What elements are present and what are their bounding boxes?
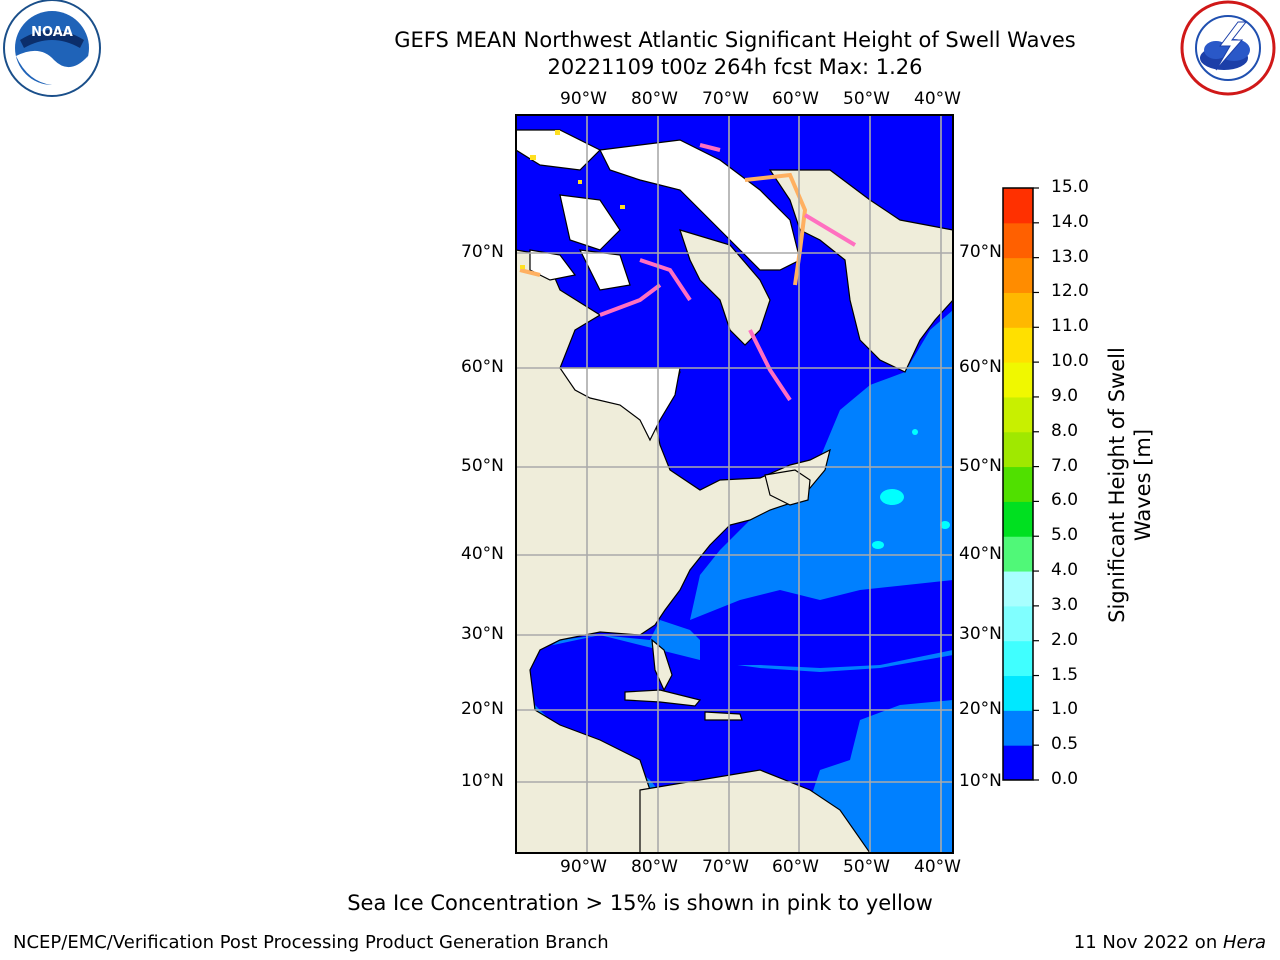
colorbar-label-line-2: Waves [m] <box>1131 428 1155 542</box>
colorbar-segment-10 <box>1003 396 1033 433</box>
colorbar-label-line-1: Significant Height of Swell <box>1105 347 1129 623</box>
colorbar-segment-8 <box>1003 466 1033 502</box>
lat-label-right-50n: 50°N <box>959 456 1002 476</box>
lon-label-bottom-40w: 40°W <box>914 857 961 877</box>
lat-label-right-20n: 20°N <box>959 699 1002 719</box>
colorbar-tick-label-6: 4.0 <box>1051 560 1079 581</box>
colorbar-segment-7 <box>1003 501 1033 537</box>
colorbar-segments <box>1003 188 1033 781</box>
lat-label-right-40n: 40°N <box>959 544 1002 564</box>
colorbar-tick-label-7: 5.0 <box>1051 525 1079 546</box>
colorbar-segment-13 <box>1003 292 1033 328</box>
lon-label-bottom-70w: 70°W <box>702 857 749 877</box>
colorbar-segment-1 <box>1003 710 1033 746</box>
noaa-logo: NOAA <box>3 0 101 97</box>
colorbar-segment-4 <box>1003 605 1033 642</box>
colorbar-segment-9 <box>1003 431 1033 468</box>
lat-label-right-30n: 30°N <box>959 624 1002 644</box>
noaa-logo-text: NOAA <box>31 25 73 40</box>
map-frame <box>515 114 954 854</box>
lat-label-left-10n: 10°N <box>461 771 504 791</box>
lat-label-right-60n: 60°N <box>959 357 1002 377</box>
sea-ice-caption: Sea Ice Concentration > 15% is shown in … <box>347 891 933 915</box>
colorbar-segment-12 <box>1003 327 1033 363</box>
colorbar-tick-label-14: 12.0 <box>1051 281 1089 302</box>
lon-label-bottom-50w: 50°W <box>843 857 890 877</box>
ocean-swell-0-0.5-tropics <box>530 635 953 853</box>
lat-label-left-40n: 40°N <box>461 544 504 564</box>
colorbar-tick-label-17: 15.0 <box>1051 177 1089 197</box>
lat-label-left-70n: 70°N <box>461 242 504 262</box>
colorbar-segment-3 <box>1003 640 1033 677</box>
colorbar-segment-0 <box>1003 745 1033 781</box>
colorbar-tick-label-16: 14.0 <box>1051 211 1089 232</box>
colorbar-segment-5 <box>1003 571 1033 607</box>
colorbar-tick-label-10: 8.0 <box>1051 420 1079 441</box>
colorbar-tick-label-13: 11.0 <box>1051 316 1089 337</box>
colorbar-tick-label-15: 13.0 <box>1051 246 1089 267</box>
lat-label-left-60n: 60°N <box>461 357 504 377</box>
footer-machine: Hera <box>1222 932 1266 953</box>
lon-label-bottom-60w: 60°W <box>772 857 819 877</box>
lon-label-bottom-90w: 90°W <box>560 857 607 877</box>
lon-label-top-80w: 80°W <box>631 89 678 109</box>
colorbar-tick-label-3: 1.5 <box>1051 664 1079 685</box>
nws-logo <box>1180 0 1276 96</box>
colorbar-segment-6 <box>1003 536 1033 572</box>
lon-label-top-60w: 60°W <box>772 89 819 109</box>
lon-label-top-90w: 90°W <box>560 89 607 109</box>
lat-label-left-50n: 50°N <box>461 456 504 476</box>
colorbar-segment-16 <box>1003 188 1033 224</box>
lat-label-left-30n: 30°N <box>461 624 504 644</box>
colorbar-tick-label-2: 1.0 <box>1051 699 1079 720</box>
colorbar-ticks <box>1033 187 1039 781</box>
lat-label-left-20n: 20°N <box>461 699 504 719</box>
lon-label-top-70w: 70°W <box>702 89 749 109</box>
footer-branch: NCEP/EMC/Verification Post Processing Pr… <box>13 932 609 953</box>
colorbar-tick-label-5: 3.0 <box>1051 594 1079 615</box>
colorbar-tick-label-4: 2.0 <box>1051 629 1079 650</box>
lat-label-right-10n: 10°N <box>959 771 1002 791</box>
lat-label-right-70n: 70°N <box>959 242 1002 262</box>
colorbar-tick-label-0: 0.0 <box>1051 769 1079 789</box>
footer-date: 11 Nov 2022 on Hera <box>1074 932 1266 953</box>
colorbar-tick-label-1: 0.5 <box>1051 734 1079 755</box>
colorbar-tick-label-12: 10.0 <box>1051 351 1089 372</box>
colorbar-tick-label-11: 9.0 <box>1051 385 1079 406</box>
title-line-1: GEFS MEAN Northwest Atlantic Significant… <box>394 28 1076 52</box>
colorbar-segment-2 <box>1003 675 1033 711</box>
colorbar-segment-15 <box>1003 222 1033 259</box>
sea-ice-yellow <box>520 130 625 269</box>
lon-label-bottom-80w: 80°W <box>631 857 678 877</box>
lon-label-top-50w: 50°W <box>843 89 890 109</box>
footer-date-text: 11 Nov 2022 on <box>1073 932 1223 953</box>
colorbar-tick-label-9: 7.0 <box>1051 455 1079 476</box>
colorbar-segment-14 <box>1003 257 1033 293</box>
colorbar-frame <box>1002 187 1034 781</box>
map-area <box>516 115 953 853</box>
lon-label-top-40w: 40°W <box>914 89 961 109</box>
title-line-2: 20221109 t00z 264h fcst Max: 1.26 <box>547 55 923 79</box>
colorbar-tick-label-8: 6.0 <box>1051 490 1079 511</box>
map-gridlines <box>516 115 953 853</box>
colorbar-segment-11 <box>1003 362 1033 398</box>
arctic-islands <box>516 129 801 442</box>
